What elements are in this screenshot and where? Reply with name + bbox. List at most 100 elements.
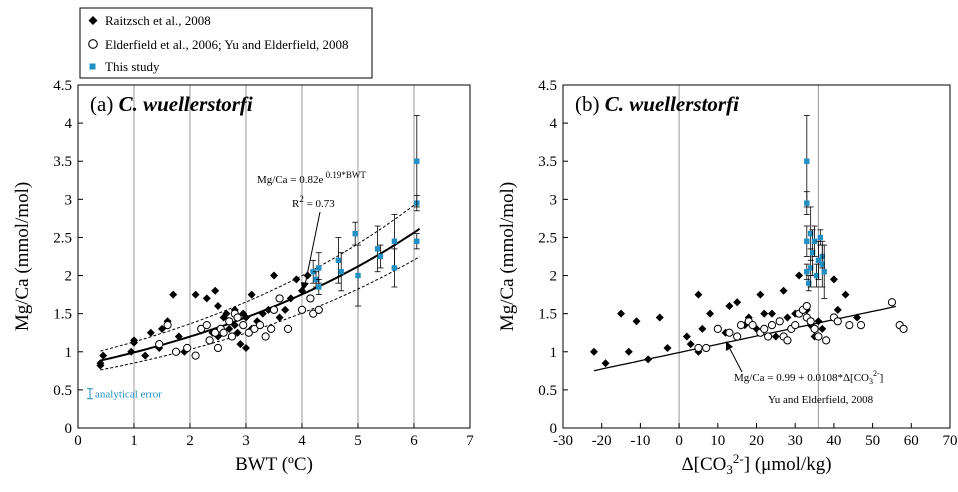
y-tick-label: 3 <box>550 192 558 208</box>
y-tick-label: 3.5 <box>538 154 557 170</box>
y-tick-label: 2.5 <box>53 230 72 246</box>
y-tick-label: 2.5 <box>538 230 557 246</box>
data-point-circle <box>191 351 200 360</box>
legend-item-elderfield: Elderfield et al., 2006; Yu and Elderfie… <box>105 37 349 52</box>
data-point-square <box>804 238 810 244</box>
data-point-circle <box>261 332 270 341</box>
y-tick-label: 3.5 <box>53 154 72 170</box>
data-point-square <box>819 261 825 267</box>
data-point-diamond <box>779 286 788 295</box>
data-point-circle <box>267 324 276 334</box>
data-point-diamond <box>211 286 220 295</box>
panel-title: (a) C. wuellerstorfi <box>90 92 253 116</box>
legend-open-circle-icon <box>88 39 98 49</box>
data-point-square <box>414 158 420 164</box>
y-tick-label: 1.5 <box>538 307 557 323</box>
x-tick-label: 0 <box>675 433 683 449</box>
data-point-circle <box>250 324 259 334</box>
legend-item-raitzsch: Raitzsch et al., 2008 <box>105 13 211 28</box>
fit-equation-exponent: 0.19*BWT <box>323 170 366 180</box>
data-point-diamond <box>191 290 200 299</box>
data-point-diamond <box>617 309 626 318</box>
y-tick-label: 4 <box>65 116 73 132</box>
data-point-diamond <box>706 309 715 318</box>
data-point-square <box>316 284 322 290</box>
plot-frame <box>77 84 471 429</box>
data-point-circle <box>748 321 757 330</box>
data-point-diamond <box>698 324 707 333</box>
data-point-square <box>414 238 420 244</box>
y-tick-label: 1.5 <box>53 307 72 323</box>
y-tick-label: 4 <box>550 116 558 132</box>
y-tick-label: 2 <box>550 269 558 285</box>
data-point-square <box>355 272 361 279</box>
data-point-diamond <box>725 302 734 311</box>
data-point-diamond <box>242 313 250 322</box>
data-point-circle <box>806 317 815 326</box>
x-tick-label: -10 <box>630 433 650 449</box>
data-point-diamond <box>686 340 695 349</box>
data-point-diamond <box>663 343 672 352</box>
fit-equation-part: ] <box>880 372 884 384</box>
panel-title: (b) C. wuellerstorfi <box>575 92 739 116</box>
data-point-diamond <box>96 361 105 370</box>
data-point-diamond <box>292 275 301 284</box>
data-point-diamond <box>242 343 250 352</box>
data-point-circle <box>791 321 800 330</box>
data-point-circle <box>725 328 734 337</box>
data-point-circle <box>694 343 703 353</box>
y-tick-label: 0 <box>550 421 558 437</box>
data-point-diamond <box>214 302 222 311</box>
data-point-square <box>804 158 810 164</box>
data-point-diamond <box>841 290 850 299</box>
data-point-diamond <box>756 290 765 299</box>
data-point-diamond <box>733 298 742 307</box>
data-point-diamond <box>99 351 108 360</box>
data-point-circle <box>297 305 307 314</box>
fit-curve <box>100 227 421 362</box>
data-point-diamond <box>146 328 155 337</box>
fit-equation: Mg/Ca = 0.99 + 0.0108*Δ[CO32-] <box>734 369 883 386</box>
r-squared-part: R <box>292 198 300 210</box>
x-tick-label: 3 <box>242 433 250 449</box>
y-tick-label: 4.5 <box>53 78 72 94</box>
data-point-circle <box>814 332 823 341</box>
data-point-square <box>352 230 358 237</box>
data-point-circle <box>309 309 318 318</box>
data-point-diamond <box>247 290 256 299</box>
data-point-circle <box>314 305 323 314</box>
x-tick-label: 30 <box>788 433 803 449</box>
x-axis-label-sup: 2- <box>733 451 744 466</box>
data-point-circle <box>822 336 831 345</box>
data-point-diamond <box>771 332 780 341</box>
data-point-diamond <box>174 332 183 341</box>
data-point-square <box>316 265 322 271</box>
data-point-circle <box>155 340 164 349</box>
r-squared-exponent: 2 <box>299 194 304 204</box>
y-tick-label: 1 <box>550 345 558 361</box>
data-point-circle <box>213 343 223 353</box>
data-point-circle <box>733 332 742 341</box>
x-tick-label: 1 <box>130 433 138 449</box>
data-point-circle <box>205 336 214 345</box>
data-point-circle <box>713 324 722 334</box>
fit-equation: Mg/Ca = 0.82e 0.19*BWT <box>257 170 366 186</box>
data-point-circle <box>856 321 866 330</box>
y-axis-label: Mg/Ca (mmol/mol) <box>497 182 518 331</box>
annotation-arrow-head <box>301 282 309 292</box>
fit-equation-part: Mg/Ca = 0.99 + 0.0108*Δ[CO <box>734 372 869 384</box>
data-point-circle <box>244 328 253 337</box>
data-point-square <box>804 269 810 275</box>
data-point-circle <box>833 317 842 326</box>
data-point-square <box>335 257 342 264</box>
data-point-square <box>807 265 814 271</box>
x-axis-label: Δ[CO32-] (μmol/kg) <box>681 451 831 477</box>
data-point-circle <box>239 321 248 330</box>
legend-item-this-study: This study <box>105 59 160 74</box>
data-point-circle <box>171 347 181 356</box>
panel-b: 0 0.5 1 1.5 2 2.5 3 3.5 4 4.5 -30 -20 -10 0 10 20 30 40 50… <box>497 78 958 477</box>
data-point-circle <box>775 317 784 326</box>
data-point-square <box>813 272 820 279</box>
